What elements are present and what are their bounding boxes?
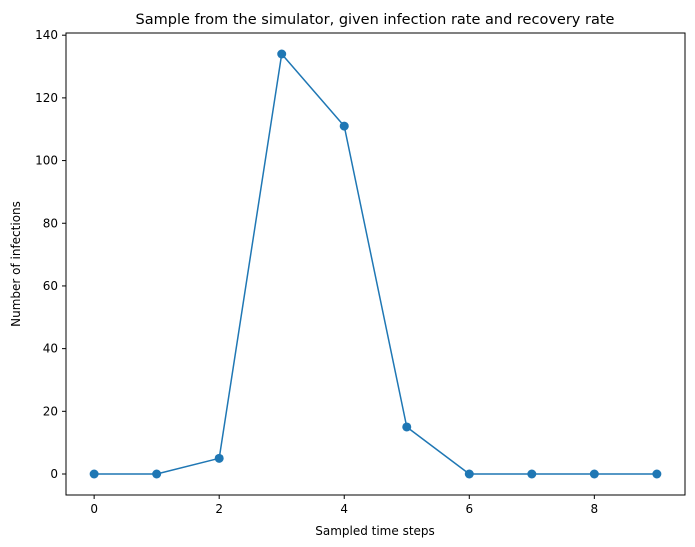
data-point xyxy=(339,121,349,131)
chart-title: Sample from the simulator, given infecti… xyxy=(136,12,615,28)
axes-frame xyxy=(65,32,686,496)
y-tick-label: 140 xyxy=(35,28,58,42)
x-tick-label: 0 xyxy=(90,502,98,516)
y-tick-label: 20 xyxy=(43,404,58,418)
data-point xyxy=(277,49,287,59)
y-tick-label: 100 xyxy=(35,154,58,168)
x-axis: 0 2 4 6 8 xyxy=(90,495,598,516)
data-point xyxy=(652,469,662,479)
x-tick-label: 2 xyxy=(215,502,223,516)
y-tick-label: 0 xyxy=(50,467,58,481)
data-point xyxy=(214,453,224,463)
data-point xyxy=(464,469,474,479)
x-tick-label: 8 xyxy=(591,502,599,516)
y-tick-label: 80 xyxy=(43,216,58,230)
y-axis-label: Number of infections xyxy=(9,201,23,327)
data-point xyxy=(527,469,537,479)
plot-area xyxy=(89,49,662,479)
x-axis-label: Sampled time steps xyxy=(315,524,435,538)
y-tick-label: 40 xyxy=(43,342,58,356)
y-axis: 0 20 40 60 80 100 120 140 xyxy=(35,28,66,481)
data-point xyxy=(152,469,162,479)
series-line xyxy=(94,53,657,475)
data-point xyxy=(89,469,99,479)
x-tick-label: 6 xyxy=(465,502,473,516)
y-tick-label: 60 xyxy=(43,279,58,293)
y-tick-label: 120 xyxy=(35,91,58,105)
data-point xyxy=(402,422,412,432)
x-tick-label: 4 xyxy=(340,502,348,516)
data-point xyxy=(589,469,599,479)
